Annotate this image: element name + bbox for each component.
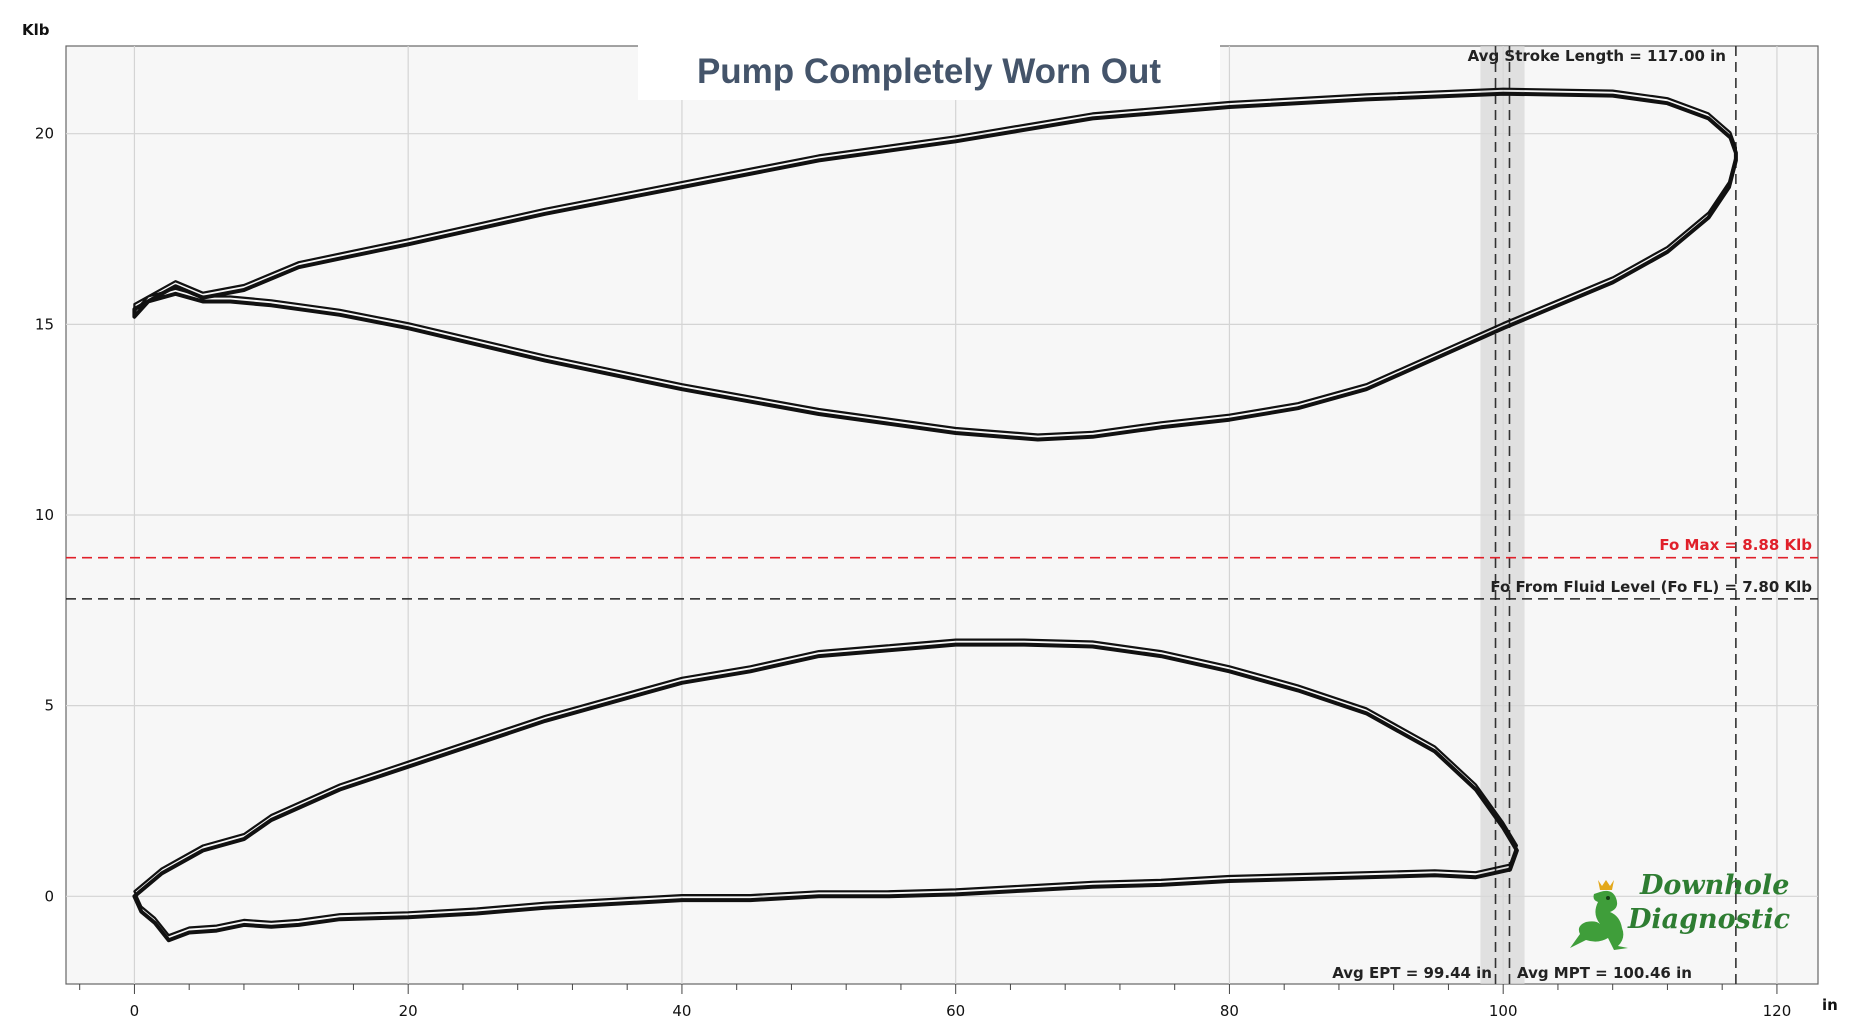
surface-card-trace: [132, 91, 1738, 442]
surface-card-trace-offset: [133, 87, 1737, 436]
dragon-icon: [1570, 880, 1628, 950]
mpt-label: Avg MPT = 100.46 in: [1517, 964, 1692, 982]
y-tick-label: 10: [35, 506, 54, 524]
y-tick-label: 5: [44, 697, 54, 715]
x-unit-label: in: [1822, 996, 1838, 1014]
axes: 0 20 40 60 80 100 120 0 5 10 15 20: [35, 125, 1791, 1020]
ept-label: Avg EPT = 99.44 in: [1332, 964, 1492, 982]
x-tick-label: 40: [672, 1002, 691, 1020]
pump-card-trace: [132, 642, 1519, 943]
x-tick-label: 80: [1220, 1002, 1239, 1020]
y-tick-label: 0: [44, 887, 54, 905]
card-series: [132, 87, 1738, 943]
x-tick-label: 20: [399, 1002, 418, 1020]
pump-travel-band: [1480, 46, 1525, 984]
chart-title: Pump Completely Worn Out: [696, 52, 1162, 91]
fo-max-label: Fo Max = 8.88 Klb: [1659, 536, 1812, 554]
y-unit-label: Klb: [22, 21, 50, 39]
x-tick-label: 60: [946, 1002, 965, 1020]
stroke-length-label: Avg Stroke Length = 117.00 in: [1468, 47, 1726, 65]
logo-text-line2: Diagnostic: [1628, 904, 1791, 935]
annotations: Fo Max = 8.88 Klb Fo From Fluid Level (F…: [22, 21, 1838, 1014]
company-logo: Downhole Diagnostic: [1568, 870, 1808, 960]
logo-text-line1: Downhole: [1640, 870, 1790, 901]
chart-title-box: Pump Completely Worn Out: [638, 44, 1220, 100]
x-tick-label: 120: [1763, 1002, 1792, 1020]
x-tick-label: 0: [130, 1002, 140, 1020]
fo-fl-label: Fo From Fluid Level (Fo FL) = 7.80 Klb: [1490, 578, 1812, 596]
x-tick-label: 100: [1489, 1002, 1518, 1020]
y-tick-label: 20: [35, 125, 54, 143]
pump-card-trace-offset: [133, 638, 1518, 937]
y-tick-label: 15: [35, 315, 54, 333]
